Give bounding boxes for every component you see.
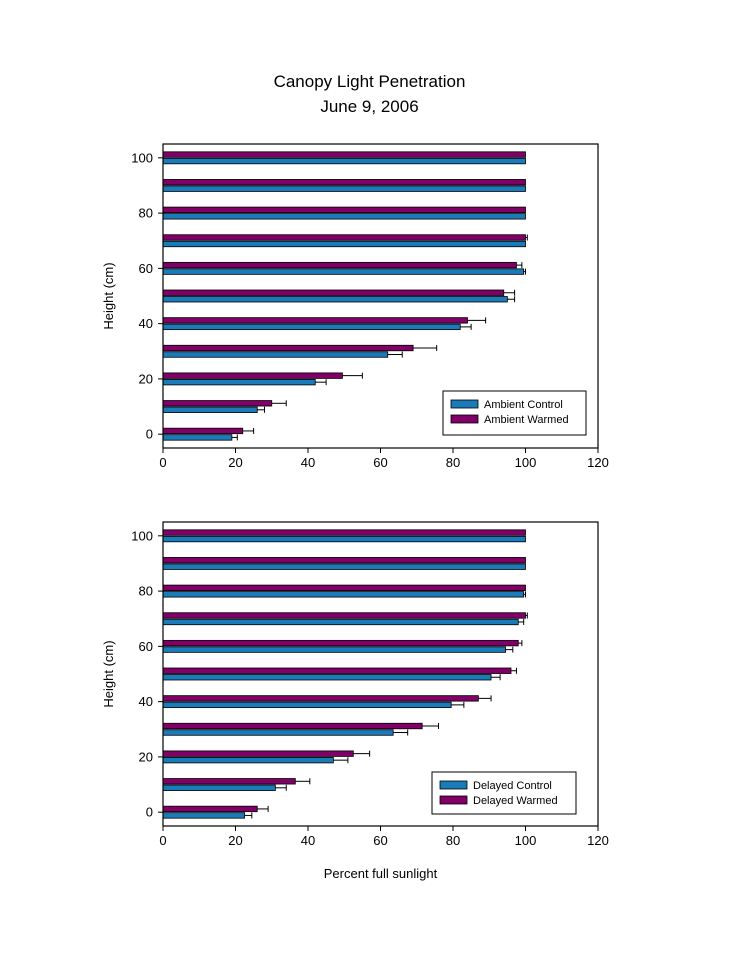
y-tick-label: 20 — [139, 749, 153, 764]
bar-delayed-warmed-100 — [162, 529, 526, 536]
bar-delayed-warmed-90 — [162, 557, 526, 564]
bar-ambient-warmed-60 — [162, 261, 517, 269]
x-tick-label: 100 — [515, 833, 537, 848]
legend-label: Delayed Control — [473, 780, 552, 792]
x-tick-label: 0 — [159, 833, 166, 848]
bar-delayed-warmed-30 — [162, 722, 423, 730]
legend-swatch — [439, 795, 468, 805]
y-tick-label: 80 — [139, 584, 153, 599]
bar-delayed-control-50 — [162, 674, 492, 681]
y-tick-label: 100 — [131, 150, 153, 165]
x-tick-label: 60 — [373, 455, 387, 470]
x-tick-label: 120 — [587, 455, 609, 470]
y-tick-label: 100 — [131, 528, 153, 543]
bar-delayed-warmed-0 — [162, 805, 258, 813]
bar-delayed-control-90 — [162, 563, 526, 570]
bar-delayed-control-30 — [162, 729, 394, 736]
bar-ambient-warmed-90 — [162, 179, 526, 186]
bar-delayed-control-0 — [162, 812, 245, 819]
bar-delayed-control-10 — [162, 784, 276, 791]
y-axis-label: Height (cm) — [101, 640, 116, 707]
bar-ambient-warmed-10 — [162, 400, 273, 407]
bar-delayed-control-40 — [162, 701, 452, 709]
x-axis-label: Percent full sunlight — [324, 866, 438, 881]
bar-delayed-warmed-80 — [162, 584, 526, 591]
bar-ambient-warmed-30 — [162, 344, 414, 352]
x-tick-label: 20 — [228, 455, 242, 470]
x-tick-label: 80 — [446, 455, 460, 470]
bar-delayed-warmed-10 — [162, 778, 296, 785]
bar-delayed-warmed-50 — [162, 667, 512, 674]
y-tick-label: 60 — [139, 261, 153, 276]
legend-swatch — [439, 780, 468, 790]
bar-delayed-control-70 — [162, 618, 519, 626]
bar-ambient-control-60 — [162, 268, 525, 275]
bar-ambient-control-30 — [162, 351, 389, 358]
bar-ambient-control-70 — [162, 240, 526, 248]
legend-label: Ambient Warmed — [484, 414, 569, 426]
bar-ambient-control-90 — [162, 185, 526, 192]
bar-ambient-warmed-70 — [162, 234, 526, 241]
bar-delayed-warmed-60 — [162, 639, 519, 647]
y-tick-label: 0 — [146, 427, 153, 442]
chart-title: Canopy Light Penetration — [273, 72, 466, 91]
bar-ambient-warmed-20 — [162, 372, 343, 379]
bar-delayed-control-20 — [162, 757, 334, 764]
bar-ambient-control-40 — [162, 323, 461, 331]
legend — [431, 771, 577, 815]
bar-ambient-control-80 — [162, 213, 526, 220]
bar-ambient-warmed-100 — [162, 151, 526, 158]
bar-delayed-control-100 — [162, 535, 526, 543]
bar-ambient-control-0 — [162, 434, 233, 441]
x-tick-label: 0 — [159, 455, 166, 470]
bar-ambient-control-10 — [162, 406, 258, 413]
bar-ambient-control-50 — [162, 296, 508, 303]
y-tick-label: 80 — [139, 206, 153, 221]
x-tick-label: 120 — [587, 833, 609, 848]
legend-swatch — [450, 399, 479, 409]
bar-ambient-control-20 — [162, 379, 316, 386]
bar-ambient-warmed-80 — [162, 206, 526, 213]
bar-delayed-warmed-20 — [162, 750, 354, 757]
legend — [442, 390, 587, 436]
bar-ambient-control-100 — [162, 157, 526, 165]
y-tick-label: 40 — [139, 316, 153, 331]
y-tick-label: 60 — [139, 639, 153, 654]
bar-delayed-warmed-70 — [162, 612, 526, 619]
legend-label: Ambient Control — [484, 399, 563, 411]
y-tick-label: 40 — [139, 694, 153, 709]
x-tick-label: 80 — [446, 833, 460, 848]
bar-ambient-warmed-50 — [162, 289, 505, 296]
x-tick-label: 40 — [301, 833, 315, 848]
x-tick-label: 40 — [301, 455, 315, 470]
bar-delayed-warmed-40 — [162, 695, 479, 702]
bar-ambient-warmed-40 — [162, 317, 468, 324]
y-tick-label: 0 — [146, 805, 153, 820]
bar-delayed-control-80 — [162, 591, 525, 598]
bar-delayed-control-60 — [162, 646, 506, 653]
chart-subtitle: June 9, 2006 — [320, 97, 419, 116]
x-tick-label: 60 — [373, 833, 387, 848]
y-axis-label: Height (cm) — [101, 262, 116, 329]
x-tick-label: 100 — [515, 455, 537, 470]
legend-swatch — [450, 414, 479, 424]
x-tick-label: 20 — [228, 833, 242, 848]
bar-ambient-warmed-0 — [162, 427, 244, 435]
y-tick-label: 20 — [139, 371, 153, 386]
legend-label: Delayed Warmed — [473, 795, 558, 807]
